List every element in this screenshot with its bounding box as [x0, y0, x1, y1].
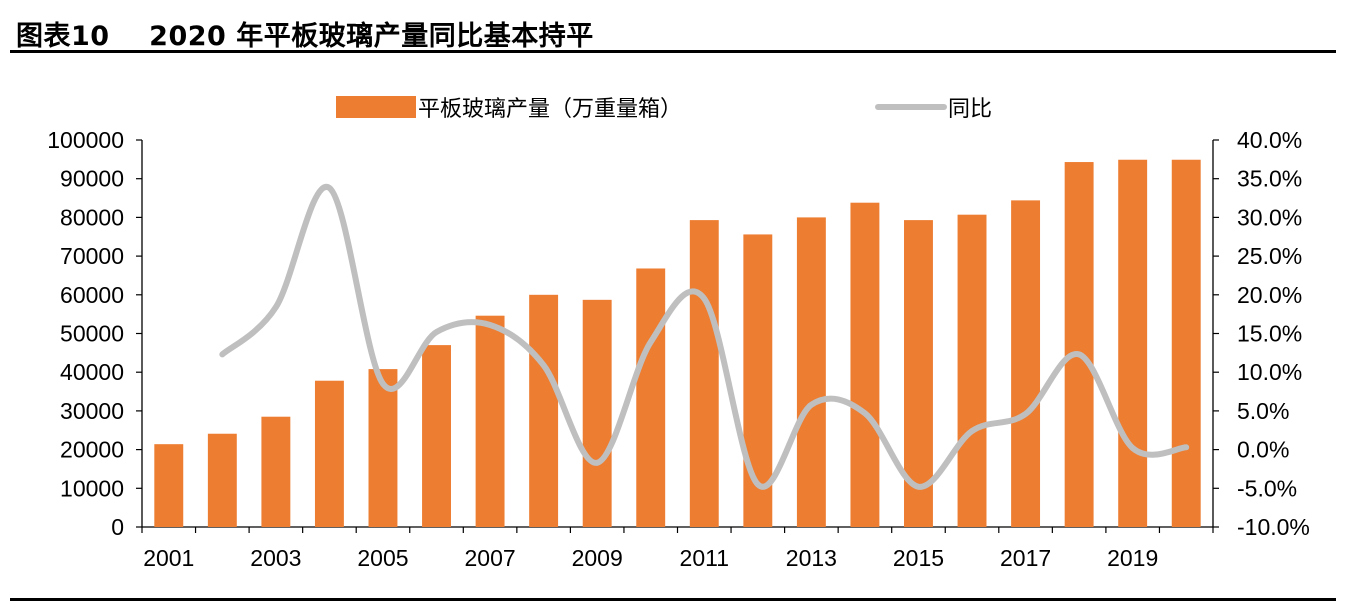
left-tick-label: 70000	[60, 243, 124, 269]
bar-2019	[1118, 159, 1148, 527]
x-tick-label: 2003	[250, 545, 301, 571]
right-axis-ticks: -10.0% -5.0% 0.0% 5.0% 10.0% 15.0% 20.0% 25.0% 3…	[1213, 127, 1310, 540]
left-tick-label: 20000	[60, 437, 124, 463]
figure-header: 图表10 2020 年平板玻璃产量同比基本持平	[10, 6, 1336, 52]
left-tick-label: 40000	[60, 359, 124, 385]
right-tick-label: 20.0%	[1237, 282, 1302, 308]
left-axis-ticks: 0 10000 20000 30000 40000 50000 60000 70000 8000…	[47, 127, 142, 540]
bar-2018	[1064, 162, 1094, 527]
bar-2004	[314, 380, 344, 527]
left-tick-label: 90000	[60, 166, 124, 192]
x-tick-label: 2005	[357, 545, 408, 571]
figure-title: 图表10 2020 年平板玻璃产量同比基本持平	[16, 21, 594, 52]
right-tick-label: 40.0%	[1237, 127, 1302, 153]
left-tick-label: 10000	[60, 475, 124, 501]
x-tick-label: 2009	[572, 545, 623, 571]
legend-line-label: 同比	[948, 97, 992, 122]
bar-2020	[1171, 159, 1201, 527]
bar-2005	[368, 369, 398, 527]
x-tick-label: 2013	[786, 545, 837, 571]
bar-2011	[689, 220, 719, 527]
bar-2012	[743, 234, 773, 528]
right-tick-label: 5.0%	[1237, 398, 1289, 424]
left-tick-label: 100000	[47, 127, 124, 153]
x-tick-label: 2015	[893, 545, 944, 571]
right-tick-label: 10.0%	[1237, 359, 1302, 385]
bar-2015	[904, 220, 933, 527]
right-tick-label: 35.0%	[1237, 166, 1302, 192]
legend-bar-swatch	[336, 96, 416, 118]
yoy-line-series	[219, 184, 1190, 490]
bar-2009	[582, 299, 612, 527]
x-tick-label: 2019	[1107, 545, 1158, 571]
bar-2008	[529, 294, 559, 527]
chart-axes	[141, 140, 1214, 528]
left-tick-label: 80000	[60, 204, 124, 230]
bar-2016	[957, 214, 987, 528]
left-tick-label: 50000	[60, 321, 124, 347]
bar-2014	[850, 202, 880, 527]
right-tick-label: -10.0%	[1237, 514, 1310, 540]
chart-legend: 平板玻璃产量（万重量箱） 同比	[336, 96, 992, 122]
bar-2002	[207, 433, 237, 527]
x-tick-label: 2011	[680, 545, 729, 571]
right-tick-label: 30.0%	[1237, 204, 1302, 230]
bar-2010	[636, 268, 666, 527]
left-tick-label: 60000	[60, 282, 124, 308]
bar-2001	[154, 444, 184, 527]
bar-2017	[1011, 200, 1041, 527]
right-tick-label: -5.0%	[1237, 475, 1297, 501]
bar-2007	[475, 315, 505, 527]
x-tick-label: 2001	[143, 545, 194, 571]
x-axis-ticks: 2001 2003 2005 2007 2009 2011 2013 2015 2017 2019	[141, 527, 1214, 571]
footer-rule	[10, 598, 1336, 601]
yoy-line	[219, 184, 1190, 490]
right-tick-label: 25.0%	[1237, 243, 1302, 269]
header-rule	[10, 50, 1336, 53]
left-tick-label: 0	[111, 514, 124, 540]
left-tick-label: 30000	[60, 398, 124, 424]
bar-2013	[796, 217, 826, 527]
bar-2006	[422, 345, 451, 527]
legend-bar-label: 平板玻璃产量（万重量箱）	[418, 97, 682, 122]
bar-2003	[261, 416, 291, 527]
right-tick-label: 15.0%	[1237, 321, 1302, 347]
x-tick-label: 2017	[1000, 545, 1051, 571]
bar-series	[154, 159, 1201, 528]
right-tick-label: 0.0%	[1237, 437, 1289, 463]
x-tick-label: 2007	[464, 545, 515, 571]
